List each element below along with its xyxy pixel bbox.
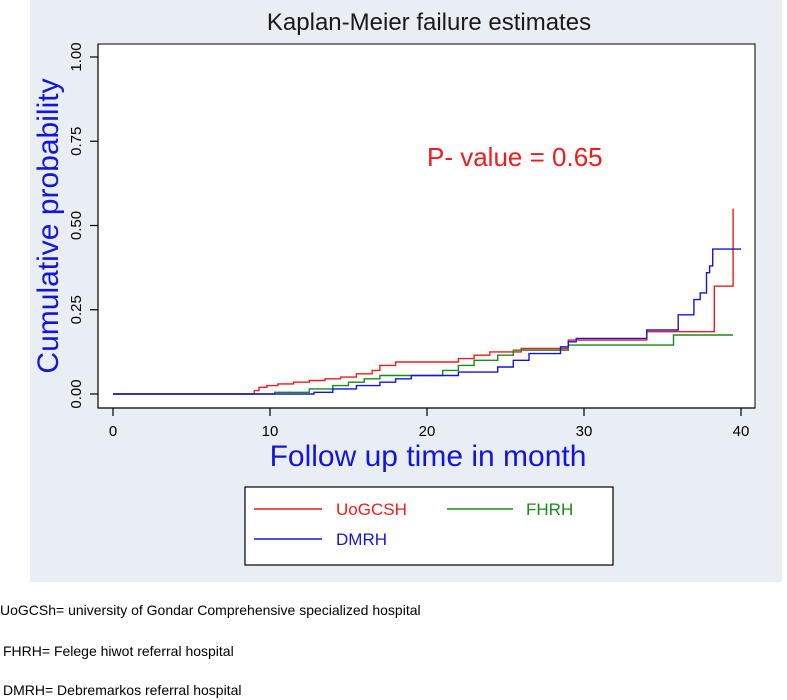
footnote-fhrh: FHRH= Felege hiwot referral hospital [3,643,234,659]
plot-area [97,43,756,409]
y-tick-label: 1.00 [68,42,85,71]
legend-label-dmrh: DMRH [336,530,387,549]
y-tick-label: 0.00 [68,379,85,408]
y-axis-label: Cumulative probability [32,78,65,373]
x-axis: 0 10 20 30 40 [98,407,755,440]
x-axis-label: Follow up time in month [270,440,587,473]
series-line-dmrh [113,248,741,395]
p-value-annotation: P- value = 0.65 [427,142,603,172]
footnote-dmrh: DMRH= Debremarkos referral hospital [3,682,242,698]
x-ticks: 0 10 20 30 40 [109,408,750,440]
y-tick-label: 0.75 [68,127,85,156]
x-tick-label: 10 [262,423,279,440]
y-ticks: 0.00 0.25 0.50 0.75 1.00 [68,42,98,409]
legend-label-uogcsh: UoGCSH [336,500,407,519]
legend-label-fhrh: FHRH [526,500,573,519]
series-line-fhrh [113,334,734,395]
y-tick-label: 0.25 [68,295,85,324]
x-tick-label: 40 [733,423,750,440]
x-tick-label: 0 [109,423,117,440]
y-tick-label: 0.50 [68,211,85,240]
chart-title: Kaplan-Meier failure estimates [267,9,591,36]
y-axis: 0.00 0.25 0.50 0.75 1.00 [68,42,99,409]
series-lines [113,208,741,395]
legend-box [244,486,614,566]
x-tick-label: 20 [419,423,436,440]
legend: UoGCSH FHRH DMRH [244,486,614,566]
x-tick-label: 30 [576,423,593,440]
footnote-uogcsh: UoGCSh= university of Gondar Comprehensi… [0,602,421,618]
